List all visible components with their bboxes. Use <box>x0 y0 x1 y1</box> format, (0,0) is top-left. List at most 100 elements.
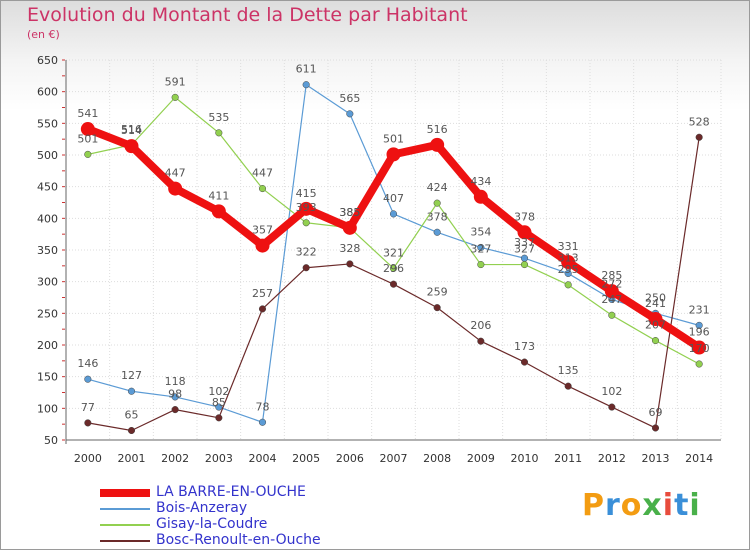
data-point <box>342 220 357 235</box>
data-point <box>215 129 223 137</box>
x-tick-label: 2007 <box>380 452 408 465</box>
data-label: 78 <box>256 400 270 413</box>
y-tick-label: 50 <box>44 434 58 447</box>
data-label: 98 <box>168 388 182 401</box>
x-tick-label: 2005 <box>292 452 320 465</box>
data-label: 415 <box>296 187 317 200</box>
data-point <box>386 147 401 162</box>
data-point <box>608 311 616 319</box>
data-point <box>520 358 529 366</box>
data-label: 207 <box>645 319 666 332</box>
data-point <box>564 382 572 390</box>
data-point <box>433 199 441 207</box>
x-tick-label: 2004 <box>249 452 277 465</box>
data-label: 322 <box>296 246 317 259</box>
data-label: 241 <box>645 297 666 310</box>
data-label: 295 <box>558 263 579 276</box>
logo-letter: P <box>582 488 605 523</box>
data-point <box>258 418 267 426</box>
data-label: 250 <box>645 291 666 304</box>
data-point <box>651 424 660 432</box>
data-label: 393 <box>296 201 317 214</box>
data-label: 434 <box>470 175 491 188</box>
data-point <box>168 181 183 196</box>
data-label: 501 <box>77 132 98 145</box>
data-labels: 146 127 118 102 78 611 565 407 378 354 337 313 272 25… <box>77 63 709 422</box>
data-point <box>127 387 136 395</box>
data-point <box>171 406 179 414</box>
y-tick-label: 300 <box>37 276 58 289</box>
data-label: 146 <box>77 357 98 370</box>
data-point <box>648 312 663 327</box>
data-label: 127 <box>121 369 142 382</box>
legend-label: Bosc-Renoult-en-Ouche <box>156 532 321 548</box>
data-point <box>564 269 572 277</box>
x-tick-label: 2006 <box>336 452 364 465</box>
data-point <box>211 204 226 219</box>
x-tick-label: 2003 <box>205 452 233 465</box>
logo-letter: x <box>642 488 663 523</box>
data-label: 337 <box>514 236 535 249</box>
y-tick-label: 350 <box>37 244 58 257</box>
data-label: 385 <box>339 206 360 219</box>
axes: 50 100 150 200 250 300 350 400 450 500 550 600 650 20… <box>37 54 721 465</box>
data-point <box>433 228 441 236</box>
data-point <box>692 340 707 355</box>
data-point <box>215 414 223 422</box>
chart-subtitle: (en €) <box>27 28 60 41</box>
data-label: 424 <box>427 181 448 194</box>
data-label: 501 <box>383 132 404 145</box>
data-label: 257 <box>252 287 273 300</box>
data-point <box>258 185 267 193</box>
data-label: 196 <box>689 326 710 339</box>
data-point <box>433 304 441 312</box>
data-label: 206 <box>470 319 491 332</box>
data-point <box>477 243 485 252</box>
logo-letter: i <box>689 488 701 523</box>
data-point <box>564 281 572 289</box>
data-label: 118 <box>165 375 186 388</box>
series-line <box>83 125 704 352</box>
data-label: 357 <box>252 224 273 237</box>
data-label: 102 <box>601 385 622 398</box>
data-label: 516 <box>121 123 142 136</box>
y-tick-label: 450 <box>37 181 58 194</box>
data-point <box>302 264 310 272</box>
data-label: 611 <box>296 63 317 76</box>
data-point <box>302 81 310 89</box>
data-point <box>258 305 267 313</box>
data-point <box>346 110 354 118</box>
data-point <box>299 201 314 216</box>
legend-swatch <box>100 524 150 526</box>
data-point <box>389 280 398 288</box>
data-point <box>695 321 703 329</box>
data-label: 135 <box>558 364 579 377</box>
data-label: 514 <box>121 124 142 137</box>
data-label: 535 <box>208 111 229 124</box>
y-tick-label: 550 <box>37 117 58 130</box>
data-point <box>84 375 92 383</box>
data-label: 173 <box>514 340 535 353</box>
data-label: 591 <box>165 75 186 88</box>
y-tick-label: 650 <box>37 54 58 67</box>
data-point <box>124 139 139 154</box>
data-point <box>651 337 660 345</box>
legend-swatch <box>100 489 150 497</box>
chart-title: Evolution du Montant de la Dette par Hab… <box>27 4 468 26</box>
data-point <box>517 225 532 240</box>
logo-letter: i <box>662 488 675 523</box>
data-label: 85 <box>212 396 226 409</box>
x-tick-label: 2001 <box>118 452 146 465</box>
data-point <box>171 393 179 401</box>
data-point <box>695 360 703 368</box>
legend-label: LA BARRE-EN-OUCHE <box>156 484 306 500</box>
logo-letter: t <box>674 488 690 523</box>
data-label: 378 <box>427 210 448 223</box>
legend-swatch <box>100 508 150 510</box>
data-point <box>84 150 92 158</box>
y-tick-label: 500 <box>37 149 58 162</box>
x-tick-label: 2002 <box>161 452 189 465</box>
x-tick-label: 2008 <box>423 452 451 465</box>
data-label: 385 <box>339 206 360 219</box>
data-point <box>84 419 92 427</box>
